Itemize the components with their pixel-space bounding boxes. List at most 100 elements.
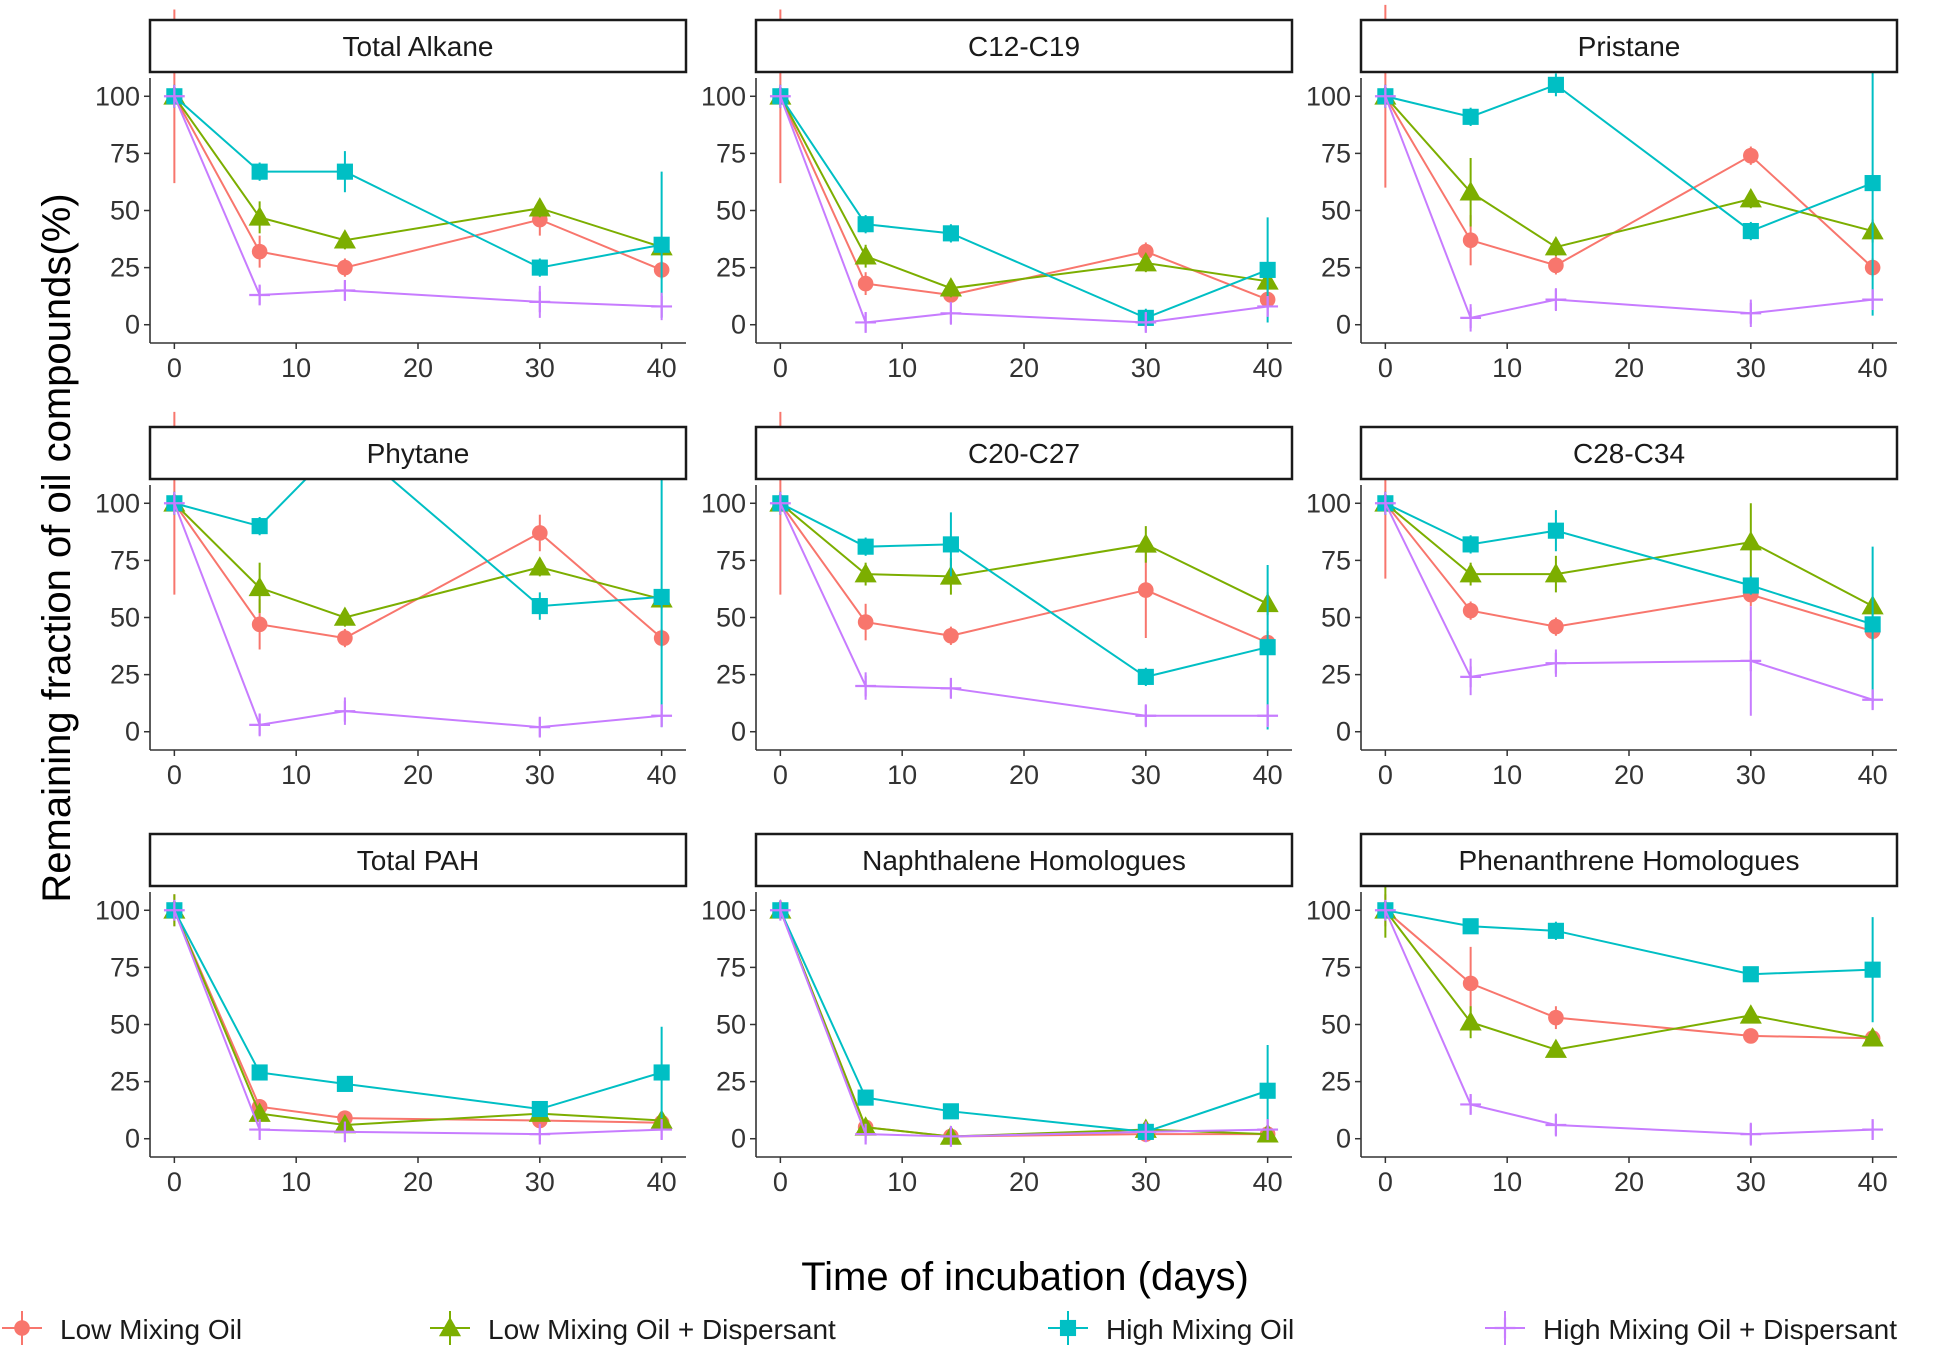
x-tick-label: 20 (1614, 1167, 1644, 1197)
series-line (173, 502, 662, 619)
data-point (1544, 1038, 1567, 1058)
data-point (1548, 257, 1564, 274)
data-point (857, 216, 874, 233)
data-point (653, 1064, 670, 1081)
data-point (1743, 147, 1759, 164)
x-tick-label: 20 (1614, 760, 1644, 790)
data-point (857, 275, 874, 292)
data-point (529, 1123, 551, 1145)
data-point (1134, 251, 1157, 272)
series-line (779, 95, 1269, 301)
panel: 0 25 50 75 100 0 10 20 30 40 Phytane (95, 411, 688, 790)
x-tick-label: 20 (1614, 353, 1644, 383)
panel: 0 25 50 75 100 0 10 20 30 40 Total PAH (95, 832, 688, 1197)
legend-marker (1059, 1319, 1077, 1337)
data-point (249, 1119, 271, 1140)
y-tick-label: 75 (110, 952, 140, 982)
y-tick-label: 50 (716, 1010, 746, 1040)
data-point (942, 225, 959, 242)
data-point (769, 899, 791, 921)
data-point (1739, 531, 1762, 551)
y-tick-label: 0 (125, 310, 140, 340)
y-tick-label: 0 (731, 717, 746, 747)
data-point (1864, 961, 1881, 978)
series (769, 899, 1279, 1147)
x-axis-title: Time of incubation (days) (801, 1255, 1249, 1299)
data-point (769, 492, 791, 514)
data-point (1460, 1094, 1482, 1115)
panel-data (1374, 882, 1884, 1146)
data-point (651, 296, 673, 317)
panel-title: C20-C27 (968, 438, 1080, 469)
y-tick-label: 100 (1306, 81, 1351, 111)
data-point (769, 85, 791, 107)
series-line (173, 95, 662, 269)
x-tick-label: 10 (887, 760, 917, 790)
y-tick-label: 100 (95, 895, 140, 925)
series-line (1384, 909, 1873, 1040)
data-point (336, 1075, 353, 1092)
x-tick-label: 0 (167, 1167, 182, 1197)
data-point (1135, 705, 1157, 727)
x-tick-label: 10 (1492, 1167, 1522, 1197)
y-tick-label: 50 (110, 603, 140, 633)
data-point (1459, 1011, 1482, 1031)
data-point (1374, 899, 1396, 921)
panel-title: Total Alkane (343, 31, 494, 62)
series (163, 491, 673, 738)
x-tick-label: 40 (1253, 760, 1283, 790)
data-point (1259, 261, 1276, 278)
data-point (337, 259, 353, 276)
data-point (942, 1103, 959, 1120)
data-point (1544, 563, 1567, 583)
data-point (1135, 1121, 1157, 1143)
panel-title: Phytane (367, 438, 470, 469)
data-point (251, 1064, 268, 1081)
y-tick-label: 25 (110, 253, 140, 283)
y-tick-label: 50 (716, 196, 746, 226)
data-point (1137, 668, 1154, 685)
data-point (163, 85, 185, 107)
data-point (334, 1121, 356, 1143)
data-point (1134, 533, 1157, 553)
data-point (940, 1126, 962, 1147)
data-point (163, 899, 185, 921)
data-point (1740, 650, 1762, 672)
series (772, 84, 1276, 328)
series (163, 84, 673, 321)
y-tick-label: 25 (1321, 1067, 1351, 1097)
x-tick-label: 0 (773, 1167, 788, 1197)
y-tick-label: 50 (110, 1010, 140, 1040)
series-line (779, 95, 1268, 290)
data-point (1545, 1114, 1567, 1136)
data-point (1459, 181, 1482, 201)
legend-marker (14, 1320, 30, 1336)
panel: 0 25 50 75 100 0 10 20 30 40 Phenanthrene Homologu… (1306, 832, 1899, 1197)
x-tick-label: 40 (1858, 353, 1888, 383)
y-tick-label: 25 (716, 253, 746, 283)
y-tick-label: 100 (95, 81, 140, 111)
data-point (1259, 639, 1276, 656)
data-point (650, 1109, 673, 1129)
data-point (1138, 243, 1154, 260)
series-line (779, 909, 1268, 1138)
legend-label: High Mixing Oil + Dispersant (1543, 1314, 1897, 1345)
data-point (528, 197, 551, 217)
panel-strip (1359, 18, 1899, 74)
legend-item: High Mixing Oil (1048, 1311, 1294, 1345)
x-tick-label: 10 (281, 760, 311, 790)
legend-item: Low Mixing Oil (2, 1311, 242, 1345)
series (166, 894, 670, 1131)
series-line (779, 502, 1268, 717)
y-tick-label: 25 (110, 660, 140, 690)
data-point (1740, 302, 1762, 324)
data-point (857, 1089, 874, 1106)
panel: 0 25 50 75 100 0 10 20 30 40 Naphthalene Homologue… (701, 832, 1294, 1197)
series-line (1384, 95, 1873, 320)
data-point (940, 677, 962, 699)
y-axis-title: Remaining fraction of oil compounds(%) (35, 193, 79, 902)
panel-strip (754, 425, 1294, 481)
series (1374, 899, 1884, 1146)
data-point (943, 627, 959, 644)
